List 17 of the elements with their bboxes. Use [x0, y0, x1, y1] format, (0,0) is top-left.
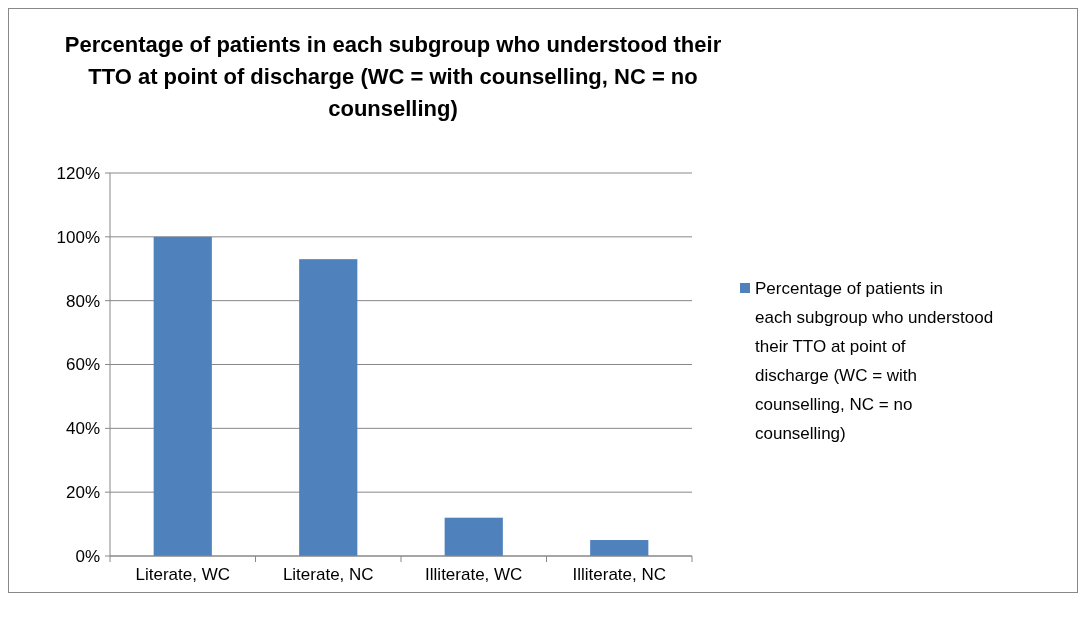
- y-tick-label: 20%: [65, 483, 100, 503]
- y-tick-label: 60%: [65, 355, 100, 375]
- y-tick-label: 80%: [65, 291, 100, 311]
- bar: [299, 259, 358, 556]
- y-tick-label: 0%: [75, 546, 100, 566]
- chart-title: Percentage of patients in each subgroup who understood their TTO at point of discharge (WC = with counselling, NC = no counselling): [64, 32, 722, 121]
- x-tick-label: Literate, WC: [135, 565, 230, 584]
- y-tick-label: 100%: [56, 227, 100, 247]
- bar: [153, 236, 212, 556]
- legend-label: Percentage of patients in each subgroup who understood their TTO at point of discharge (WC = with counselling, NC = no counselling): [755, 279, 994, 443]
- x-tick-label: Literate, NC: [282, 565, 374, 584]
- x-tick-label: Illiterate, NC: [572, 565, 667, 584]
- bar: [590, 540, 649, 556]
- bar: [444, 517, 503, 556]
- y-tick-label: 40%: [65, 419, 100, 439]
- y-tick-label: 120%: [56, 163, 100, 183]
- x-tick-label: Illiterate, WC: [425, 565, 523, 584]
